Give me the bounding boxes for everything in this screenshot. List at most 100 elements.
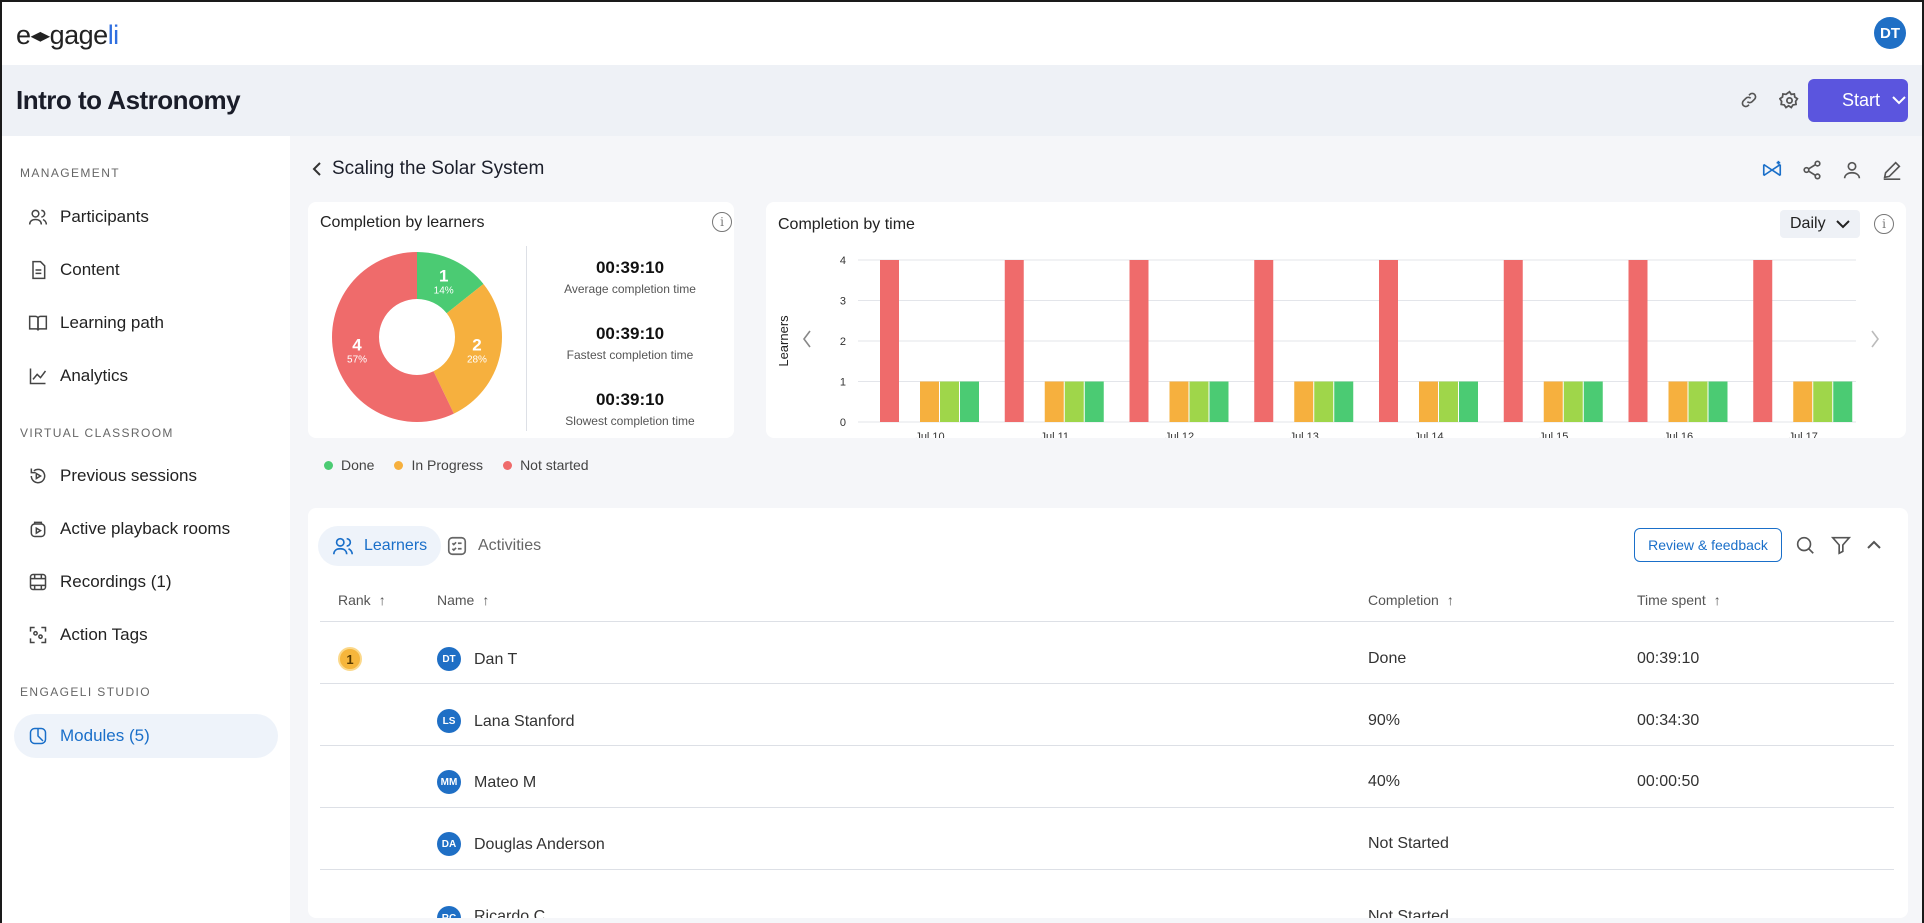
completion-value: 40% bbox=[1368, 773, 1401, 790]
x-tick-label: Jul 12 bbox=[1165, 431, 1194, 438]
column-header-time-spent[interactable]: Time spent ↑ bbox=[1637, 592, 1721, 608]
edit-icon[interactable] bbox=[1878, 156, 1906, 184]
learner-name: Douglas Anderson bbox=[474, 836, 605, 853]
chart-bar[interactable] bbox=[1334, 381, 1354, 423]
learner-name: Mateo M bbox=[474, 774, 537, 791]
sidebar-item-previous-sessions[interactable]: Previous sessions bbox=[14, 454, 278, 498]
info-icon[interactable]: i bbox=[1874, 214, 1894, 234]
avatar: LS bbox=[437, 709, 461, 733]
period-dropdown[interactable]: Daily bbox=[1780, 210, 1860, 238]
completion-value: Done bbox=[1368, 650, 1407, 667]
sidebar: MANAGEMENT Participants Content Learning… bbox=[2, 136, 290, 923]
donut-slice[interactable] bbox=[332, 252, 454, 422]
chart-next-arrow-icon[interactable] bbox=[1871, 330, 1879, 348]
chart-bar[interactable] bbox=[1044, 381, 1064, 423]
column-header-name[interactable]: Name ↑ bbox=[437, 592, 490, 608]
row-divider bbox=[320, 869, 1894, 870]
chart-bar[interactable] bbox=[1833, 381, 1853, 423]
chart-bar[interactable] bbox=[1294, 381, 1314, 423]
chart-bar[interactable] bbox=[1209, 381, 1229, 423]
card-title: Completion by time bbox=[778, 216, 915, 233]
tab-learners[interactable]: Learners bbox=[318, 526, 442, 566]
document-icon bbox=[32, 260, 46, 280]
y-axis-label: Learners bbox=[776, 315, 791, 367]
avatar: RC bbox=[437, 906, 461, 918]
chart-bar[interactable] bbox=[1129, 260, 1149, 422]
sidebar-item-participants[interactable]: Participants bbox=[14, 195, 278, 239]
chart-bar[interactable] bbox=[1563, 381, 1583, 423]
user-avatar[interactable]: DT bbox=[1874, 17, 1906, 49]
completion-by-time-card: Completion by time Daily i 0 1 2 3 4 Learners… bbox=[766, 202, 1906, 438]
chart-bar[interactable] bbox=[1503, 260, 1523, 422]
chart-bar[interactable] bbox=[1628, 260, 1648, 422]
ai-sparkle-icon[interactable] bbox=[1758, 156, 1786, 184]
donut-slice[interactable] bbox=[433, 284, 502, 414]
top-bar: e◂▸gageli DT bbox=[2, 2, 1922, 65]
chart-bar[interactable] bbox=[1668, 381, 1688, 423]
y-tick-label: 1 bbox=[840, 377, 846, 389]
chart-bar[interactable] bbox=[960, 381, 979, 423]
chart-bar[interactable] bbox=[1004, 260, 1024, 422]
chart-bar[interactable] bbox=[1813, 381, 1833, 423]
chart-prev-arrow-icon[interactable] bbox=[803, 330, 811, 348]
chart-bar[interactable] bbox=[1583, 381, 1603, 423]
chart-bar[interactable] bbox=[880, 260, 899, 422]
column-header-rank[interactable]: Rank ↑ bbox=[338, 592, 386, 608]
chart-bar[interactable] bbox=[1169, 381, 1189, 423]
chevron-down-icon bbox=[1835, 219, 1850, 228]
legend-item-in-progress: In Progress bbox=[394, 457, 483, 473]
chart-bar[interactable] bbox=[1439, 381, 1458, 423]
link-icon[interactable] bbox=[1736, 87, 1762, 113]
filter-icon[interactable] bbox=[1830, 534, 1852, 561]
sidebar-item-active-playback-rooms[interactable]: Active playback rooms bbox=[14, 507, 278, 551]
gear-icon[interactable] bbox=[1776, 87, 1802, 113]
tags-icon bbox=[29, 626, 47, 644]
sidebar-item-content[interactable]: Content bbox=[14, 248, 278, 292]
review-feedback-button[interactable]: Review & feedback bbox=[1634, 528, 1782, 562]
sidebar-item-action-tags[interactable]: Action Tags bbox=[14, 613, 278, 657]
tab-activities[interactable]: Activities bbox=[432, 526, 555, 566]
section-label-virtual-classroom: VIRTUAL CLASSROOM bbox=[20, 426, 174, 440]
arrow-up-icon: ↑ bbox=[1713, 592, 1721, 608]
chart-bar[interactable] bbox=[1543, 381, 1563, 423]
chart-bar[interactable] bbox=[1459, 381, 1478, 423]
sidebar-item-analytics[interactable]: Analytics bbox=[14, 354, 278, 398]
sidebar-item-learning-path[interactable]: Learning path bbox=[14, 301, 278, 345]
slice-percent-label: 57% bbox=[347, 355, 367, 366]
start-button[interactable]: Start bbox=[1808, 79, 1908, 122]
chart-bar[interactable] bbox=[1064, 381, 1084, 423]
chart-bar[interactable] bbox=[1753, 260, 1773, 422]
column-header-completion[interactable]: Completion ↑ bbox=[1368, 592, 1454, 608]
chart-bar[interactable] bbox=[1084, 381, 1104, 423]
sidebar-item-modules[interactable]: Modules (5) bbox=[14, 714, 278, 758]
chart-bar[interactable] bbox=[1379, 260, 1398, 422]
info-icon[interactable]: i bbox=[712, 212, 732, 232]
rank-badge: 1 bbox=[338, 647, 362, 671]
chart-bar[interactable] bbox=[1688, 381, 1708, 423]
chart-bar[interactable] bbox=[920, 381, 939, 423]
x-tick-label: Jul 15 bbox=[1539, 431, 1568, 438]
engageli-logo[interactable]: e◂▸gageli bbox=[16, 20, 119, 50]
chart-bar[interactable] bbox=[940, 381, 959, 423]
completion-value: Not Started bbox=[1368, 835, 1449, 852]
film-icon bbox=[29, 573, 47, 591]
chart-bar[interactable] bbox=[1419, 381, 1438, 423]
donut-slice[interactable] bbox=[417, 252, 484, 314]
chart-bar[interactable] bbox=[1793, 381, 1813, 423]
chart-bar[interactable] bbox=[1254, 260, 1274, 422]
sidebar-item-recordings[interactable]: Recordings (1) bbox=[14, 560, 278, 604]
search-icon[interactable] bbox=[1794, 534, 1816, 561]
chart-bar[interactable] bbox=[1708, 381, 1728, 423]
share-icon[interactable] bbox=[1798, 156, 1826, 184]
breadcrumb[interactable]: Scaling the Solar System bbox=[312, 158, 544, 180]
chevron-up-icon[interactable] bbox=[1866, 538, 1882, 556]
section-label-management: MANAGEMENT bbox=[20, 166, 121, 180]
chart-bar[interactable] bbox=[1189, 381, 1209, 423]
time-spent-value: 00:00:50 bbox=[1637, 773, 1700, 790]
book-icon bbox=[28, 315, 48, 331]
start-label: Start bbox=[1842, 90, 1881, 110]
chevron-left-icon[interactable] bbox=[312, 161, 322, 177]
slowest-completion-stat: 00:39:10 Slowest completion time bbox=[540, 390, 720, 428]
chart-bar[interactable] bbox=[1314, 381, 1334, 423]
user-icon[interactable] bbox=[1838, 156, 1866, 184]
